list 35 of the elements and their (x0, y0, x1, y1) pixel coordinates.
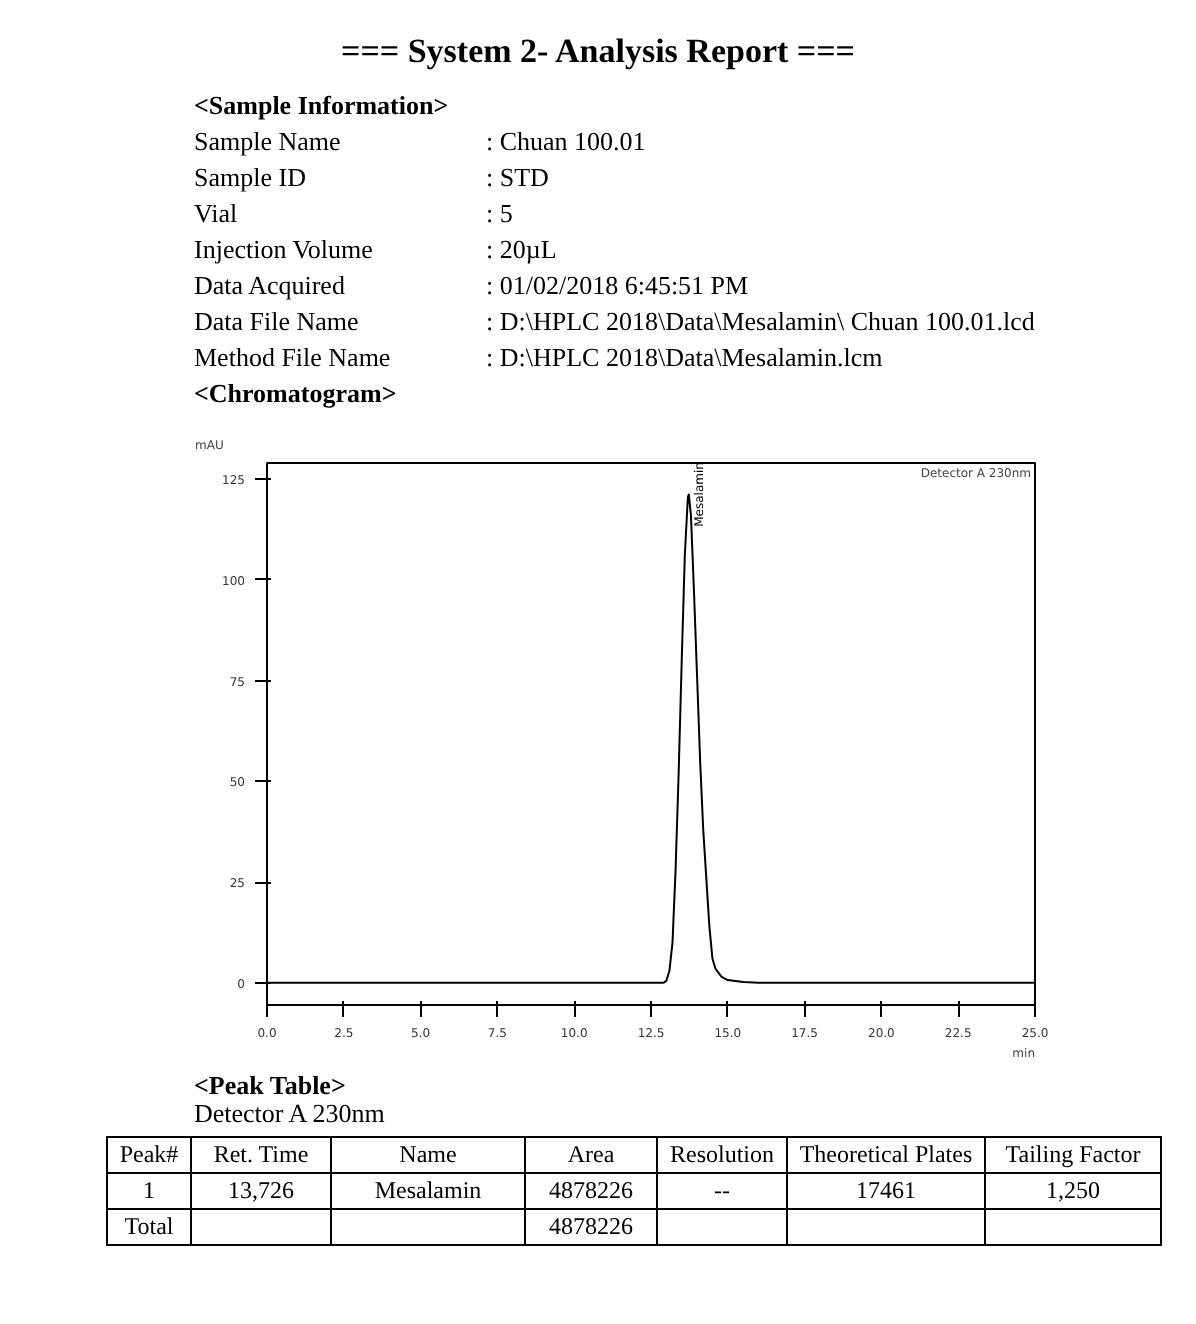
text: <Chromatogram> (194, 376, 399, 412)
text: : D:\HPLC 2018\Data\Mesalamin.lcm (486, 342, 883, 372)
text: Method File Name (194, 340, 393, 376)
text: Sample Name (194, 124, 343, 160)
text: Theoretical Plates (787, 1137, 985, 1174)
text: Mesalamin (331, 1173, 525, 1210)
text: Injection Volume (194, 232, 375, 268)
text: Detector A 230nm (194, 1096, 387, 1132)
text: Data File Name (194, 304, 361, 340)
text: : STD (486, 162, 549, 192)
text: Area (525, 1137, 657, 1174)
text: 13,726 (191, 1173, 331, 1210)
text: Total (107, 1209, 191, 1246)
text: 17461 (787, 1173, 985, 1210)
text: -- (657, 1173, 787, 1210)
text: Ret. Time (191, 1137, 331, 1174)
text: Sample ID (194, 160, 308, 196)
text: : 5 (486, 198, 513, 228)
text: : 01/02/2018 6:45:51 PM (486, 270, 749, 300)
text: 4878226 (525, 1173, 657, 1210)
text: <Peak Table> (194, 1068, 348, 1100)
text: Name (331, 1137, 525, 1174)
text: <Sample Information> (194, 88, 451, 124)
text: Data Acquired (194, 268, 347, 304)
text: : Chuan 100.01 (486, 126, 646, 156)
text: 4878226 (525, 1209, 657, 1246)
text: : 20µL (486, 234, 557, 264)
text: Vial (194, 196, 240, 232)
text: 1,250 (985, 1173, 1161, 1210)
text: Peak# (107, 1137, 191, 1174)
text: Tailing Factor (985, 1137, 1161, 1174)
text: 1 (107, 1173, 191, 1210)
text: : D:\HPLC 2018\Data\Mesalamin\ Chuan 100.01.lcd (486, 306, 1035, 336)
chart-title: === System 2- Analysis Report === (339, 30, 857, 74)
text: Resolution (657, 1137, 787, 1174)
